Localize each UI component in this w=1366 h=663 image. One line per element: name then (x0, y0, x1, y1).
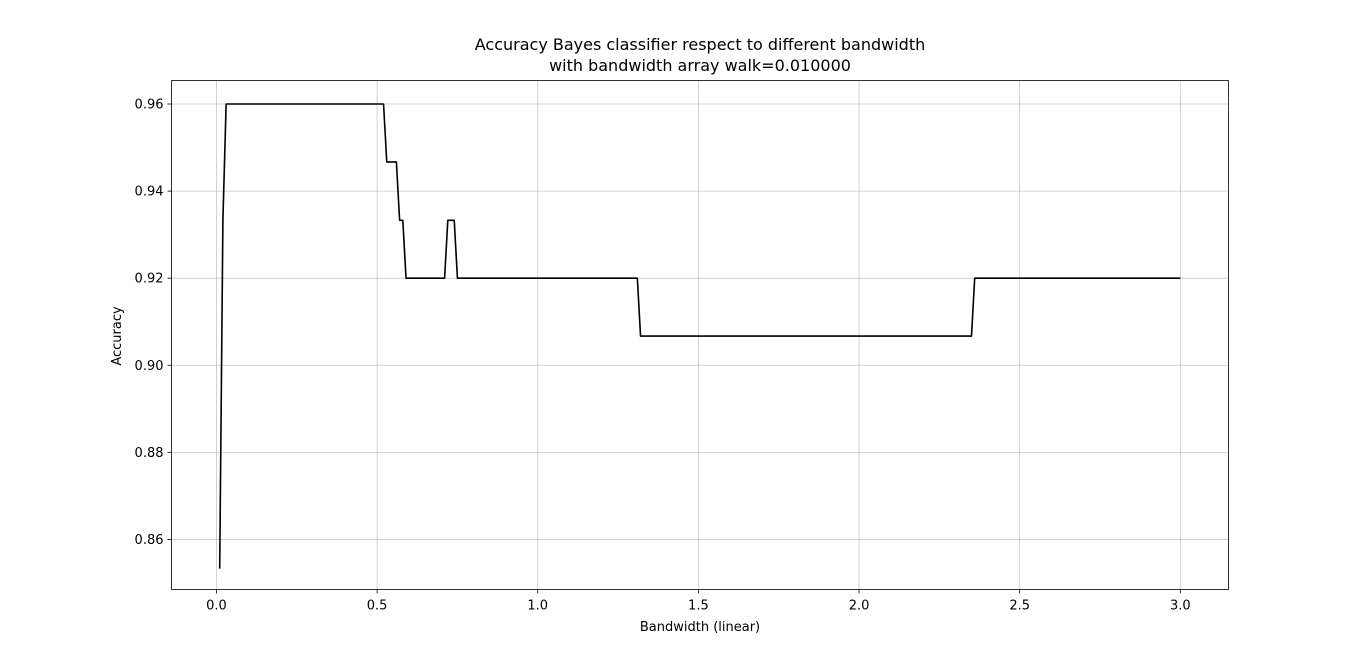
chart-title: Accuracy Bayes classifier respect to dif… (475, 35, 926, 54)
plot-frame (171, 80, 1229, 590)
y-tick-label: 0.90 (135, 359, 164, 374)
x-tick-label: 0.0 (206, 599, 227, 614)
accuracy-series-line (218, 103, 1181, 569)
x-tick-label: 0.5 (367, 599, 388, 614)
y-tick-label: 0.86 (135, 533, 164, 548)
y-tick-label: 0.88 (135, 446, 164, 461)
x-tick-label: 1.0 (527, 599, 548, 614)
y-axis-label: Accuracy (110, 306, 125, 366)
axis-ticks: 0.0 0.5 1.0 1.5 2.0 2.5 3.0 0.86 0.88 0.90 0.92 0.9… (135, 98, 1191, 614)
grid (171, 80, 1229, 590)
y-tick-label: 0.94 (135, 185, 164, 200)
x-axis-label: Bandwidth (linear) (640, 620, 760, 635)
x-tick-label: 3.0 (1170, 599, 1191, 614)
series-layer (218, 103, 1181, 569)
x-tick-label: 2.0 (849, 599, 870, 614)
y-tick-label: 0.96 (135, 98, 164, 113)
x-tick-label: 1.5 (688, 599, 709, 614)
x-tick-label: 2.5 (1009, 599, 1030, 614)
y-tick-label: 0.92 (135, 272, 164, 287)
chart-subtitle: with bandwidth array walk=0.010000 (549, 56, 851, 75)
